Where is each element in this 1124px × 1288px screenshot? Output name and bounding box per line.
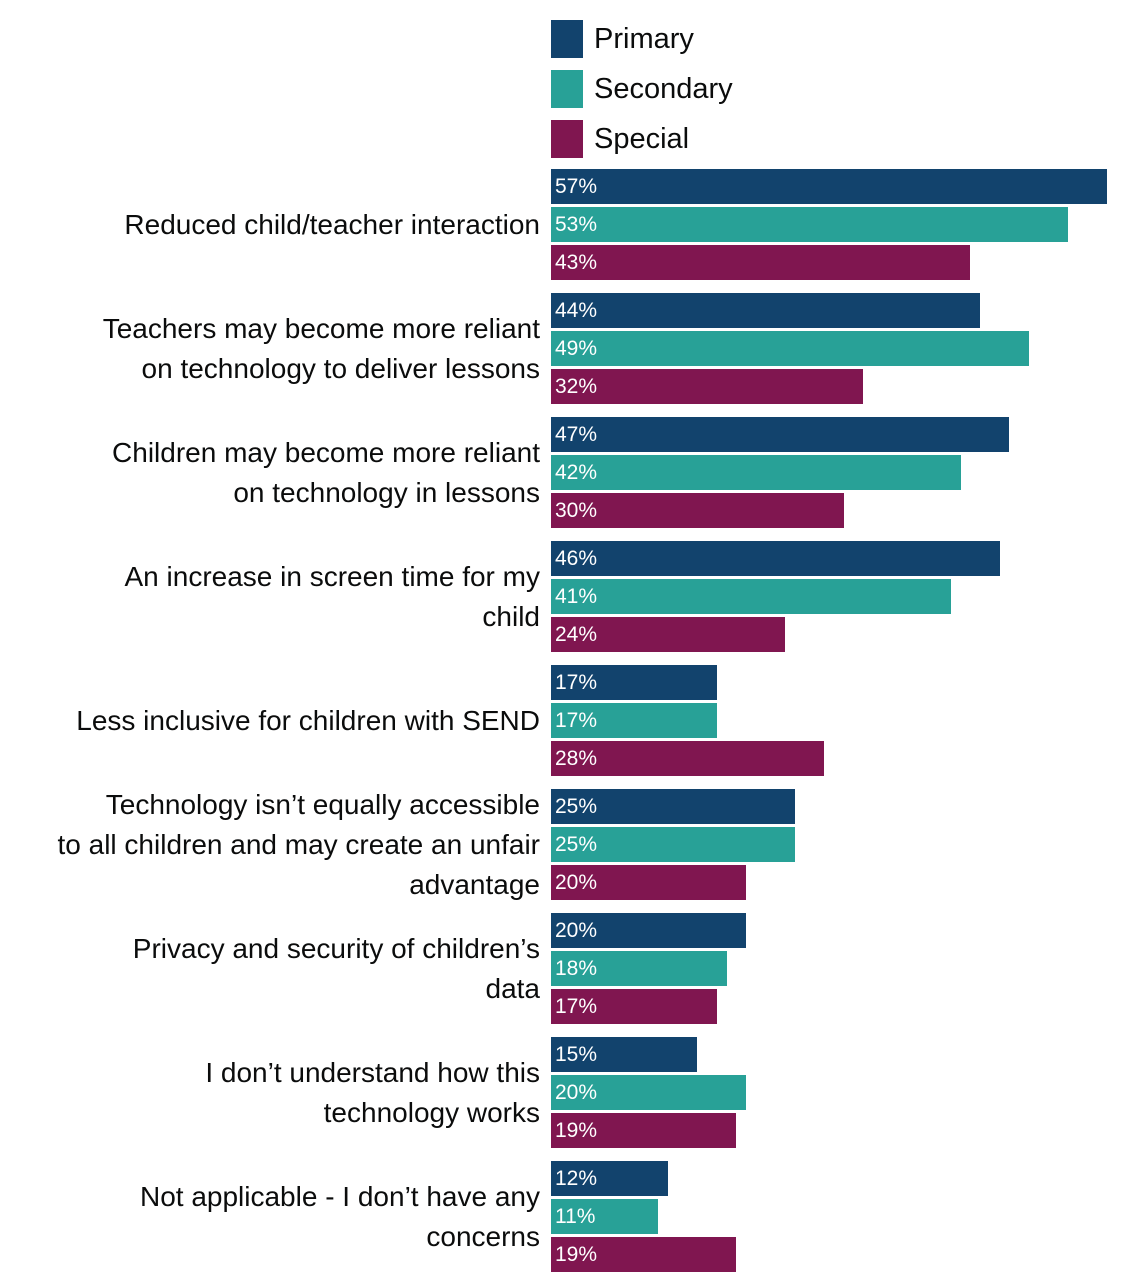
bar-value-label: 18% bbox=[555, 957, 598, 980]
legend-label: Primary bbox=[594, 23, 694, 55]
bar-value-label: 11% bbox=[555, 1205, 596, 1228]
category-label: An increase in screen time for my child bbox=[0, 557, 541, 637]
bar-value-label: 43% bbox=[555, 251, 598, 274]
bar-value-label: 19% bbox=[555, 1119, 598, 1142]
bar-secondary: 18% bbox=[551, 951, 727, 986]
category-label-line: child bbox=[482, 601, 540, 632]
bar-value-label: 17% bbox=[555, 671, 598, 694]
bar-primary: 20% bbox=[551, 913, 746, 948]
bar-secondary: 20% bbox=[551, 1075, 746, 1110]
category-label-line: Less inclusive for children with SEND bbox=[76, 705, 540, 736]
bar-special: 17% bbox=[551, 989, 717, 1024]
category-label: Teachers may become more reliant on techn… bbox=[0, 309, 540, 389]
bar-primary: 12% bbox=[551, 1161, 668, 1196]
bar-value-label: 41% bbox=[555, 585, 598, 608]
bar-value-label: 25% bbox=[555, 795, 598, 818]
bar-value-label: 20% bbox=[555, 919, 598, 942]
bar-value-label: 46% bbox=[555, 547, 598, 570]
bar-value-label: 12% bbox=[555, 1167, 598, 1190]
bar-primary: 47% bbox=[551, 417, 1009, 452]
legend-label: Secondary bbox=[594, 73, 733, 105]
legend-swatch bbox=[551, 120, 583, 158]
bar-secondary: 17% bbox=[551, 703, 717, 738]
bar-value-label: 53% bbox=[555, 213, 598, 236]
bar-value-label: 49% bbox=[555, 337, 598, 360]
category-label: Reduced child/teacher interaction bbox=[0, 205, 540, 245]
category-label-line: Reduced child/teacher interaction bbox=[124, 209, 540, 240]
category-label-line: Teachers may become more reliant bbox=[102, 313, 540, 344]
bar-secondary: 42% bbox=[551, 455, 961, 490]
legend-swatch bbox=[551, 70, 583, 108]
bar-special: 19% bbox=[551, 1113, 736, 1148]
bar-value-label: 25% bbox=[555, 833, 598, 856]
bar-value-label: 47% bbox=[555, 423, 598, 446]
bar-secondary: 11% bbox=[551, 1199, 658, 1234]
category-label: I don’t understand how this technology wo… bbox=[0, 1053, 540, 1133]
bar-secondary: 25% bbox=[551, 827, 795, 862]
bar-value-label: 28% bbox=[555, 747, 598, 770]
bar-value-label: 57% bbox=[555, 175, 598, 198]
category-label: Not applicable - I don’t have any concern… bbox=[0, 1177, 540, 1257]
category-label: Privacy and security of children’s data bbox=[0, 929, 540, 1009]
bar-value-label: 17% bbox=[555, 709, 598, 732]
bar-special: 32% bbox=[551, 369, 863, 404]
bar-special: 30% bbox=[551, 493, 844, 528]
bar-special: 24% bbox=[551, 617, 785, 652]
category-label-line: Children may become more reliant bbox=[112, 437, 540, 468]
category-label-line: data bbox=[485, 973, 541, 1004]
bar-primary: 44% bbox=[551, 293, 980, 328]
bar-value-label: 32% bbox=[555, 375, 598, 398]
bar-value-label: 20% bbox=[555, 1081, 598, 1104]
bar-value-label: 24% bbox=[555, 623, 598, 646]
bar-special: 19% bbox=[551, 1237, 736, 1272]
category-label-line: I don’t understand how this bbox=[205, 1057, 540, 1088]
bar-primary: 57% bbox=[551, 169, 1107, 204]
bar-special: 43% bbox=[551, 245, 970, 280]
category-label-line: Technology isn’t equally accessible bbox=[105, 789, 540, 820]
bar-value-label: 30% bbox=[555, 499, 598, 522]
bar-value-label: 15% bbox=[555, 1043, 598, 1066]
bar-primary: 25% bbox=[551, 789, 795, 824]
legend-label: Special bbox=[594, 123, 690, 155]
bar-value-label: 19% bbox=[555, 1243, 598, 1266]
category-label-line: technology works bbox=[323, 1097, 540, 1128]
category-label-line: on technology in lessons bbox=[233, 477, 540, 508]
bar-value-label: 44% bbox=[555, 299, 598, 322]
category-label-line: to all children and may create an unfair bbox=[57, 829, 541, 860]
bar-special: 20% bbox=[551, 865, 746, 900]
bar-secondary: 41% bbox=[551, 579, 951, 614]
category-label-line: Privacy and security of children’s bbox=[132, 933, 540, 964]
category-label-line: advantage bbox=[409, 869, 540, 900]
bar-secondary: 53% bbox=[551, 207, 1068, 242]
bar-value-label: 17% bbox=[555, 995, 598, 1018]
category-label-line: An increase in screen time for my bbox=[124, 561, 541, 592]
category-label: Children may become more reliant on techn… bbox=[0, 433, 540, 513]
category-label-line: Not applicable - I don’t have any bbox=[139, 1181, 540, 1212]
bar-special: 28% bbox=[551, 741, 824, 776]
bar-value-label: 42% bbox=[555, 461, 598, 484]
category-label: Technology isn’t equally accessible to al… bbox=[0, 785, 541, 905]
category-label: Less inclusive for children with SEND bbox=[0, 701, 540, 741]
category-label-line: on technology to deliver lessons bbox=[141, 353, 540, 384]
bar-secondary: 49% bbox=[551, 331, 1029, 366]
bar-primary: 15% bbox=[551, 1037, 697, 1072]
bar-value-label: 20% bbox=[555, 871, 598, 894]
bar-primary: 17% bbox=[551, 665, 717, 700]
category-label-line: concerns bbox=[426, 1221, 540, 1252]
bar-primary: 46% bbox=[551, 541, 1000, 576]
legend-swatch bbox=[551, 20, 583, 58]
